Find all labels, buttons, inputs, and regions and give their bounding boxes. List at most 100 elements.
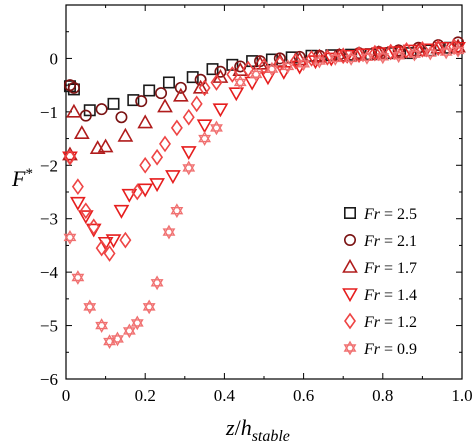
legend-var: Fr	[363, 341, 381, 358]
data-point-diamond	[119, 231, 132, 249]
legend: Fr = 2.5 Fr = 2.1 Fr = 1.7 Fr = 1.4 Fr = 1.2…	[342, 206, 417, 358]
y-tick-label: −2	[40, 156, 58, 175]
data-point-hexagram-tri-a	[281, 59, 295, 71]
data-point-hexagram-tri-a	[122, 323, 136, 335]
data-point-hexagram-tri-b	[233, 78, 247, 90]
x-tick-label: 0.4	[214, 386, 236, 405]
data-point-diamond	[210, 74, 223, 91]
data-point-hexagram-tri-b	[162, 228, 176, 240]
legend-marker-triangle-down	[342, 288, 358, 303]
data-point-hexagram-tri-a	[408, 46, 421, 58]
legend-marker-diamond	[344, 312, 356, 330]
data-point-hexagram-tri-a	[265, 61, 279, 73]
legend-value: = 1.4	[380, 287, 417, 304]
data-point-diamond	[103, 245, 116, 262]
data-point-hexagram-tri-b	[408, 50, 421, 62]
data-point-hexagram	[103, 334, 116, 349]
data-point-diamond	[170, 119, 183, 137]
data-point-hexagram-tri-b	[122, 327, 136, 339]
data-point-diamond	[79, 202, 92, 220]
data-point-hexagram-tri-a	[344, 51, 358, 63]
data-point-diamond	[432, 39, 445, 57]
data-point-hexagram-tri-b	[249, 70, 263, 82]
data-point-hexagram-tri-b	[344, 54, 358, 66]
legend-value: = 0.9	[380, 341, 417, 358]
legend-entry: Fr = 1.2	[363, 314, 417, 331]
data-point-square	[107, 97, 120, 110]
data-point-triangle-down	[323, 52, 340, 67]
y-axis-label: F*	[11, 166, 33, 191]
legend-entry: Fr = 0.9	[363, 341, 417, 358]
data-point-hexagram-tri-a	[233, 75, 247, 87]
legend-marker-hexagram	[343, 340, 357, 356]
data-point-circle	[67, 81, 80, 94]
data-point-hexagram-tri-b	[265, 65, 279, 77]
data-point-hexagram-tri-a	[103, 334, 116, 346]
data-point-hexagram-tri-a	[439, 44, 453, 56]
data-point-hexagram-tri-b	[111, 335, 124, 347]
series-diamond	[63, 38, 461, 262]
legend-marker-hexagram-tri-a	[343, 340, 357, 352]
data-point-triangle-up	[97, 138, 114, 153]
data-point-hexagram	[408, 46, 421, 62]
data-point-diamond	[416, 40, 429, 58]
x-axis-label: z/hstable	[225, 415, 290, 445]
data-point-triangle-up	[117, 127, 134, 142]
data-point-hexagram	[210, 120, 223, 136]
legend-var: Fr	[363, 206, 381, 223]
data-point-triangle-down	[180, 146, 197, 161]
data-point-hexagram	[111, 331, 124, 347]
data-point-hexagram-tri-a	[150, 275, 164, 287]
data-point-hexagram-tri-a	[451, 43, 465, 55]
legend-marker-square	[343, 207, 356, 220]
data-point-hexagram-tri-b	[83, 303, 97, 315]
y-axis-label-main: F	[11, 166, 26, 191]
data-marks	[62, 36, 466, 349]
data-point-hexagram-tri-a	[210, 120, 223, 132]
data-point-diamond	[258, 58, 270, 75]
data-point-square	[226, 58, 239, 71]
data-point-hexagram	[71, 270, 85, 285]
x-tick-label: 1.0	[451, 386, 472, 405]
legend-entry: Fr = 2.5	[363, 206, 417, 223]
data-point-hexagram-tri-a	[423, 45, 437, 57]
data-point-hexagram-tri-a	[111, 331, 124, 343]
data-point-hexagram-tri-b	[313, 57, 326, 69]
data-point-diamond	[226, 66, 239, 83]
data-point-triangle-down	[70, 196, 86, 211]
data-point-hexagram	[297, 56, 311, 72]
data-point-diamond	[273, 55, 286, 73]
legend-entry: Fr = 1.7	[363, 260, 417, 277]
data-point-hexagram-tri-b	[376, 53, 390, 65]
data-point-triangle-up	[172, 87, 189, 102]
data-point-hexagram	[281, 59, 295, 74]
data-point-triangle-down	[105, 234, 122, 249]
data-point-hexagram-tri-b	[328, 54, 342, 66]
data-point-diamond	[182, 108, 195, 126]
data-point-square	[143, 84, 156, 97]
x-tick-label: 0	[62, 386, 71, 405]
data-point-hexagram	[423, 45, 437, 61]
data-point-hexagram-tri-a	[313, 53, 326, 65]
data-point-square	[345, 48, 358, 61]
y-tick-label: −6	[40, 370, 58, 389]
x-axis-label-sep: /	[235, 415, 242, 440]
x-tick-label: 0.8	[372, 386, 393, 405]
data-point-triangle-up	[450, 38, 466, 53]
data-point-triangle-down	[339, 49, 356, 64]
data-point-diamond	[368, 44, 381, 62]
data-point-hexagram-tri-a	[297, 56, 311, 68]
data-point-hexagram	[170, 203, 184, 219]
data-point-hexagram-tri-a	[170, 203, 184, 215]
data-point-hexagram-tri-b	[103, 337, 116, 349]
data-point-diamond	[242, 60, 255, 78]
data-point-hexagram	[360, 49, 374, 65]
data-point-hexagram	[182, 160, 196, 176]
data-point-hexagram-tri-a	[130, 315, 144, 327]
data-point-triangle-up	[430, 39, 447, 54]
legend-entry: Fr = 2.1	[363, 233, 417, 250]
data-point-hexagram-tri-a	[392, 48, 406, 60]
data-point-hexagram-tri-b	[95, 321, 109, 333]
data-point-hexagram	[63, 230, 77, 245]
data-point-triangle-down	[137, 183, 154, 198]
